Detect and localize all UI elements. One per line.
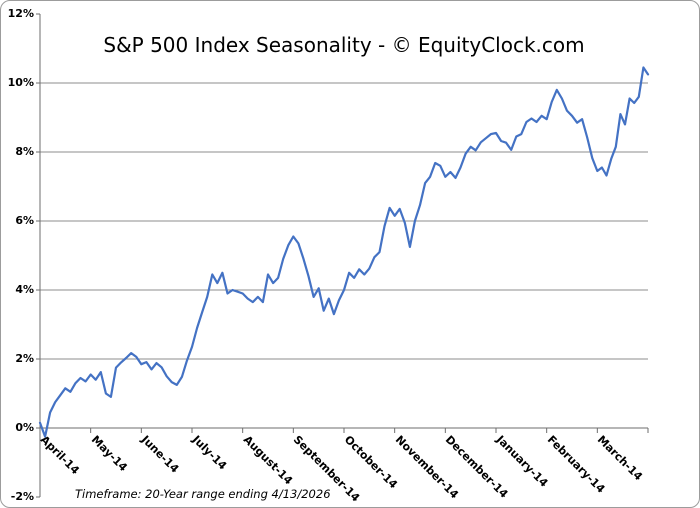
y-axis-label-6%: 6% <box>15 214 34 227</box>
timeframe-note: Timeframe: 20-Year range ending 4/13/202… <box>75 487 331 501</box>
y-axis-label-4%: 4% <box>15 283 34 296</box>
y-axis-label--2%: -2% <box>10 490 34 503</box>
y-axis-label-0%: 0% <box>15 421 34 434</box>
chart-title: S&P 500 Index Seasonality - © EquityCloc… <box>103 33 585 57</box>
y-axis-label-10%: 10% <box>7 76 34 89</box>
y-axis-label-8%: 8% <box>15 145 34 158</box>
y-axis-label-2%: 2% <box>15 352 34 365</box>
y-axis-label-12%: 12% <box>7 7 34 20</box>
seasonality-line <box>38 66 650 438</box>
